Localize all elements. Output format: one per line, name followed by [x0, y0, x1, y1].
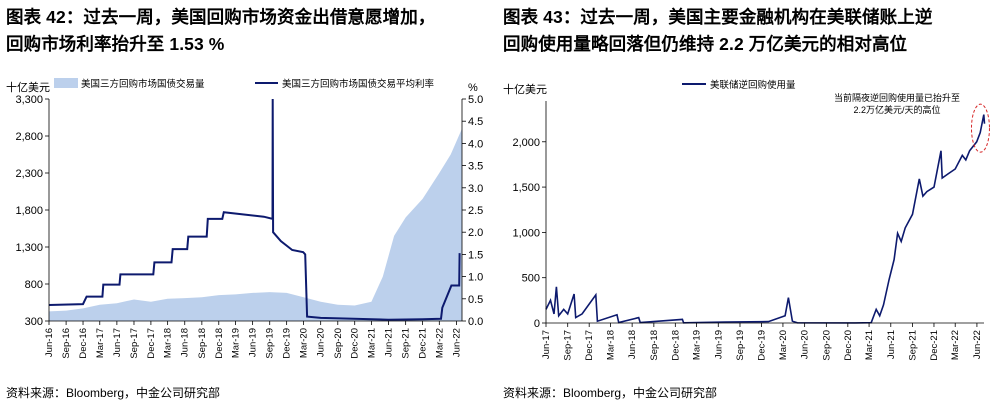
y-right-tick-label: 2.5 [468, 205, 483, 217]
x-tick-label: Mar-20 [778, 330, 789, 360]
x-tick-label: Mar-21 [864, 330, 875, 360]
y-tick-label: 2,000 [512, 137, 540, 149]
y-right-tick-label: 0.0 [468, 316, 483, 328]
y-tick-label: 0 [534, 318, 540, 330]
x-tick-label: Sep-18 [197, 328, 208, 359]
x-tick-label: Jun-20 [316, 328, 327, 357]
x-tick-label: Dec-19 [756, 330, 767, 361]
x-tick-label: Mar-21 [366, 328, 377, 358]
source-note: 资料来源：Bloomberg，中金公司研究部 [503, 386, 718, 400]
y-right-tick-label: 3.0 [468, 183, 483, 195]
x-tick-label: Dec-21 [929, 330, 940, 361]
x-tick-label: Jun-21 [886, 330, 897, 359]
x-tick-label: Jun-20 [800, 330, 811, 359]
y-right-tick-label: 1.5 [468, 249, 483, 261]
y-axis-label: 十亿美元 [503, 82, 547, 96]
volume-area-series [49, 128, 462, 321]
chart-title-line-2: 回购使用量略回落但仍维持 2.2 万亿美元的相对高位 [503, 34, 908, 54]
x-tick-label: Sep-17 [129, 328, 140, 359]
y-right-tick-label: 1.0 [468, 272, 483, 284]
x-tick-label: Sep-19 [265, 328, 276, 359]
x-tick-label: Jun-16 [44, 328, 55, 357]
x-tick-label: Sep-18 [649, 330, 660, 361]
legend-label-volume: 美国三方回购市场国债交易量 [81, 78, 205, 90]
x-tick-label: Jun-18 [627, 330, 638, 359]
x-tick-label: Sep-21 [907, 330, 918, 361]
x-tick-label: Sep-17 [563, 330, 574, 361]
annotation-line-1: 当前隔夜逆回购使用量已抬升至 [834, 92, 960, 103]
y-right-tick-label: 0.5 [468, 294, 483, 306]
x-tick-label: Mar-22 [950, 330, 961, 360]
x-tick-label: Dec-19 [282, 328, 293, 359]
y-right-tick-label: 5.0 [468, 94, 483, 106]
x-tick-label: Sep-21 [401, 328, 412, 359]
legend-swatch-volume [54, 78, 78, 88]
chart-title: 图表 43：过去一周，美国主要金融机构在美联储账上逆 回购使用量略回落但仍维持 … [503, 4, 932, 58]
annotation-line-2: 2.2万亿美元/天的高位 [853, 104, 940, 115]
y-right-tick-label: 3.5 [468, 161, 483, 173]
y-left-tick-label: 2,300 [15, 168, 43, 180]
x-tick-label: Jun-17 [541, 330, 552, 359]
x-tick-label: Sep-19 [735, 330, 746, 361]
highlight-ellipse [970, 103, 990, 153]
x-tick-label: Sep-20 [821, 330, 832, 361]
source-note: 资料来源：Bloomberg，中金公司研究部 [6, 386, 221, 400]
chart-title-line-1: 图表 42：过去一周，美国回购市场资金出借意愿增加， [6, 7, 436, 27]
chart-title-line-2: 回购市场利率抬升至 1.53 % [6, 34, 225, 54]
chart-panel-left: 图表 42：过去一周，美国回购市场资金出借意愿增加， 回购市场利率抬升至 1.5… [0, 0, 494, 407]
x-tick-label: Dec-18 [670, 330, 681, 361]
x-tick-label: Jun-18 [180, 328, 191, 357]
chart-title-line-1: 图表 43：过去一周，美国主要金融机构在美联储账上逆 [503, 7, 933, 27]
x-tick-label: Dec-21 [418, 328, 429, 359]
repo-volume-rate-chart: 300 800 1,300 1,800 2,300 2,800 3,300 0.0 0.5 1.0… [6, 78, 483, 359]
x-tick-label: Mar-20 [299, 328, 310, 358]
x-tick-label: Mar-22 [434, 328, 445, 358]
y-tick-label: 1,500 [512, 182, 540, 194]
x-tick-label: Jun-17 [112, 328, 123, 357]
y-right-tick-label: 2.0 [468, 227, 483, 239]
x-tick-label: Mar-19 [692, 330, 703, 360]
x-tick-label: Jun-22 [451, 328, 462, 357]
y-left-tick-label: 1,300 [15, 242, 43, 254]
x-tick-label: Dec-20 [843, 330, 854, 361]
y-left-axis-label: 十亿美元 [6, 80, 50, 94]
x-tick-label: Jun-22 [972, 330, 983, 359]
reverse-repo-line-series [545, 114, 986, 324]
x-tick-label: Dec-16 [78, 328, 89, 359]
x-tick-label: Jun-21 [384, 328, 395, 357]
legend-label: 美联储逆回购使用量 [710, 79, 796, 91]
chart-title: 图表 42：过去一周，美国回购市场资金出借意愿增加， 回购市场利率抬升至 1.5… [6, 4, 435, 58]
x-tick-label: Mar-18 [163, 328, 174, 358]
y-right-axis-label: % [468, 82, 478, 94]
x-tick-label: Mar-18 [605, 330, 616, 360]
y-tick-label: 500 [522, 273, 540, 285]
y-left-tick-label: 3,300 [15, 94, 43, 106]
y-tick-label: 1,000 [512, 227, 540, 239]
x-tick-label: Mar-17 [95, 328, 106, 358]
x-tick-label: Jun-19 [713, 330, 724, 359]
y-left-tick-label: 800 [25, 279, 43, 291]
x-tick-label: Sep-16 [61, 328, 72, 359]
chart-panel-right: 图表 43：过去一周，美国主要金融机构在美联储账上逆 回购使用量略回落但仍维持 … [497, 0, 999, 407]
x-tick-label: Dec-18 [214, 328, 225, 359]
x-tick-label: Dec-20 [350, 328, 361, 359]
y-right-tick-label: 4.0 [468, 138, 483, 150]
y-left-tick-label: 2,800 [15, 131, 43, 143]
rate-line-series [48, 98, 461, 321]
x-tick-label: Jun-19 [248, 328, 259, 357]
x-tick-label: Dec-17 [146, 328, 157, 359]
x-tick-label: Sep-20 [333, 328, 344, 359]
legend-label-rate: 美国三方回购市场国债交易平均利率 [282, 78, 435, 90]
y-right-tick-label: 4.5 [468, 116, 483, 128]
x-tick-label: Dec-17 [584, 330, 595, 361]
fed-reverse-repo-chart: 0 500 1,000 1,500 2,000 Jun-17 Sep-17 Dec-17 Mar… [503, 79, 990, 361]
y-left-tick-label: 1,800 [15, 205, 43, 217]
x-tick-label: Mar-19 [231, 328, 242, 358]
y-left-tick-label: 300 [25, 316, 43, 328]
